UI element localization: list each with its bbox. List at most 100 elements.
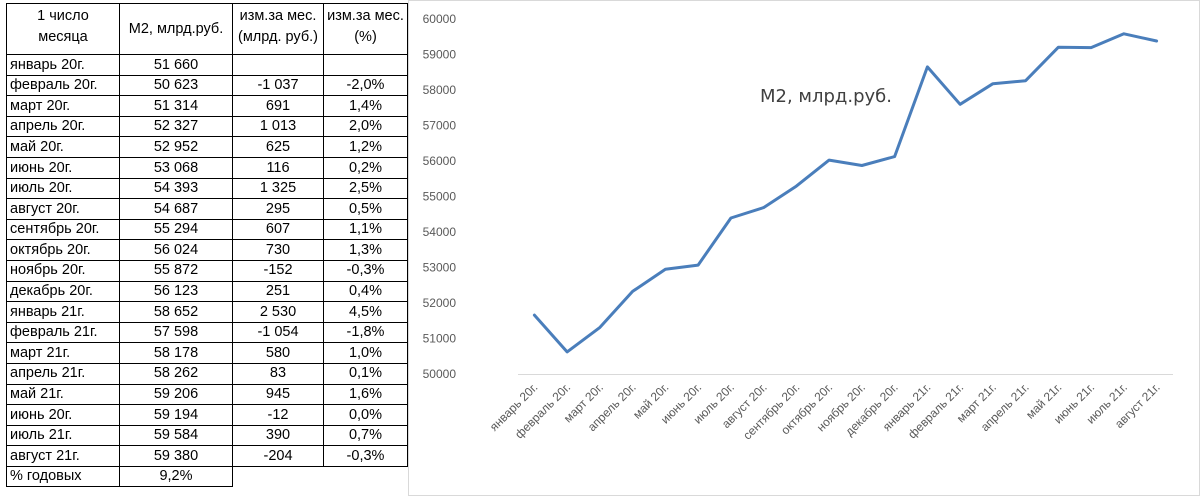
chart-plot-svg: 50000 51000 52000 53000 54000 55000 56000 57000… <box>408 0 1200 496</box>
table-row: май 20г. 52 952 625 1,2% <box>6 136 408 158</box>
cell-m2: 59 380 <box>119 445 233 467</box>
cell-change-abs: 730 <box>232 239 324 261</box>
cell-change-pct: -0,3% <box>323 259 408 282</box>
summary-label: % годовых <box>6 465 120 488</box>
series-line-m2 <box>532 32 1159 354</box>
cell-month: сентябрь 20г. <box>6 218 120 241</box>
cell-m2: 50 623 <box>119 74 233 97</box>
cell-change-abs: 625 <box>232 136 324 158</box>
y-tick-label: 54000 <box>423 225 457 239</box>
cell-change-pct: 1,2% <box>323 136 408 158</box>
table-row: июль 21г. 59 584 390 0,7% <box>6 424 408 447</box>
data-point <box>891 153 899 161</box>
cell-month: июль 20г. <box>6 177 120 200</box>
cell-change-abs: -152 <box>232 259 324 282</box>
cell-month: март 21г. <box>6 342 120 364</box>
table-row: октябрь 20г. 56 024 730 1,3% <box>6 239 408 261</box>
y-tick-label: 53000 <box>423 261 457 275</box>
cell-month: июнь 20г. <box>6 156 120 179</box>
table-row: апрель 21г. 58 262 83 0,1% <box>6 362 408 385</box>
cell-month: декабрь 20г. <box>6 280 120 303</box>
data-point <box>1022 77 1030 85</box>
cell-change-pct: 1,3% <box>323 239 408 261</box>
cell-change-abs: 2 530 <box>232 301 324 323</box>
cell-m2: 59 194 <box>119 404 233 426</box>
data-point <box>792 182 800 190</box>
cell-month: октябрь 20г. <box>6 239 120 261</box>
table-header-row: 1 число месяца M2, млрд.руб. изм.за мес. (… <box>6 3 408 55</box>
cell-change-pct <box>323 54 408 76</box>
table-row: февраль 21г. 57 598 -1 054 -1,8% <box>6 321 408 344</box>
cell-change-pct: -0,3% <box>323 445 408 467</box>
header-change-pct: изм.за мес. (%) <box>323 3 408 55</box>
table-row: январь 20г. 51 660 <box>6 54 408 76</box>
cell-change-pct: 1,4% <box>323 95 408 117</box>
summary-value: 9,2% <box>119 465 233 488</box>
cell-change-abs: 116 <box>232 156 324 179</box>
data-point <box>596 323 604 331</box>
y-tick-label: 57000 <box>423 119 457 133</box>
cell-month: август 21г. <box>6 445 120 467</box>
table-row: январь 21г. 58 652 2 530 4,5% <box>6 301 408 323</box>
header-m2-line1: M2, млрд.руб. <box>128 20 224 37</box>
cell-month: январь 20г. <box>6 54 120 76</box>
table-row: май 21г. 59 206 945 1,6% <box>6 383 408 406</box>
header-change-abs-line1: изм.за мес. <box>239 8 317 24</box>
table-row: март 21г. 58 178 580 1,0% <box>6 342 408 364</box>
cell-change-abs <box>232 54 324 76</box>
cell-month: июль 21г. <box>6 424 120 447</box>
table-row: июнь 20г. 59 194 -12 0,0% <box>6 404 408 426</box>
data-point <box>760 204 768 212</box>
y-tick-label: 50000 <box>423 367 457 381</box>
cell-m2: 56 024 <box>119 239 233 261</box>
cell-change-abs: 295 <box>232 198 324 220</box>
table-row: декабрь 20г. 56 123 251 0,4% <box>6 280 408 303</box>
cell-change-abs: 691 <box>232 95 324 117</box>
cell-change-pct: -1,8% <box>323 321 408 344</box>
cell-m2: 58 178 <box>119 342 233 364</box>
data-point <box>563 348 571 356</box>
cell-change-pct: 0,5% <box>323 198 408 220</box>
cell-m2: 54 687 <box>119 198 233 220</box>
table-row: февраль 20г. 50 623 -1 037 -2,0% <box>6 74 408 97</box>
cell-change-abs: 580 <box>232 342 324 364</box>
cell-m2: 51 660 <box>119 54 233 76</box>
cell-m2: 57 598 <box>119 321 233 344</box>
cell-m2: 53 068 <box>119 156 233 179</box>
cell-change-pct: 0,4% <box>323 280 408 303</box>
chart-area <box>408 0 1200 496</box>
cell-m2: 52 952 <box>119 136 233 158</box>
cell-m2: 54 393 <box>119 177 233 200</box>
cell-change-abs: 251 <box>232 280 324 303</box>
data-point <box>989 80 997 88</box>
y-tick-label: 59000 <box>423 48 457 62</box>
cell-m2: 58 262 <box>119 362 233 385</box>
cell-change-pct: 1,0% <box>323 342 408 364</box>
cell-month: май 21г. <box>6 383 120 406</box>
cell-change-abs: 83 <box>232 362 324 385</box>
cell-change-abs: 390 <box>232 424 324 447</box>
cell-m2: 51 314 <box>119 95 233 117</box>
data-point <box>629 287 637 295</box>
data-point <box>923 63 931 71</box>
header-month-line2: месяца <box>38 29 88 45</box>
header-change-abs-line2: (млрд. руб.) <box>238 29 318 45</box>
cell-change-pct: 0,0% <box>323 404 408 426</box>
cell-m2: 59 206 <box>119 383 233 406</box>
data-point <box>1087 44 1095 52</box>
m2-line-chart[interactable]: 50000 51000 52000 53000 54000 55000 56000 57000… <box>408 0 1200 496</box>
cell-change-pct: -2,0% <box>323 74 408 97</box>
chart-title: M2, млрд.руб. <box>760 86 893 107</box>
cell-month: февраль 21г. <box>6 321 120 344</box>
cell-month: июнь 20г. <box>6 404 120 426</box>
cell-month: февраль 20г. <box>6 74 120 97</box>
cell-m2: 56 123 <box>119 280 233 303</box>
data-point <box>661 265 669 273</box>
cell-change-abs: -1 037 <box>232 74 324 97</box>
data-point <box>727 214 735 222</box>
y-tick-label: 52000 <box>423 296 457 310</box>
cell-change-pct: 0,2% <box>323 156 408 179</box>
table-row: март 20г. 51 314 691 1,4% <box>6 95 408 117</box>
table-row: ноябрь 20г. 55 872 -152 -0,3% <box>6 259 408 282</box>
data-point <box>956 100 964 108</box>
